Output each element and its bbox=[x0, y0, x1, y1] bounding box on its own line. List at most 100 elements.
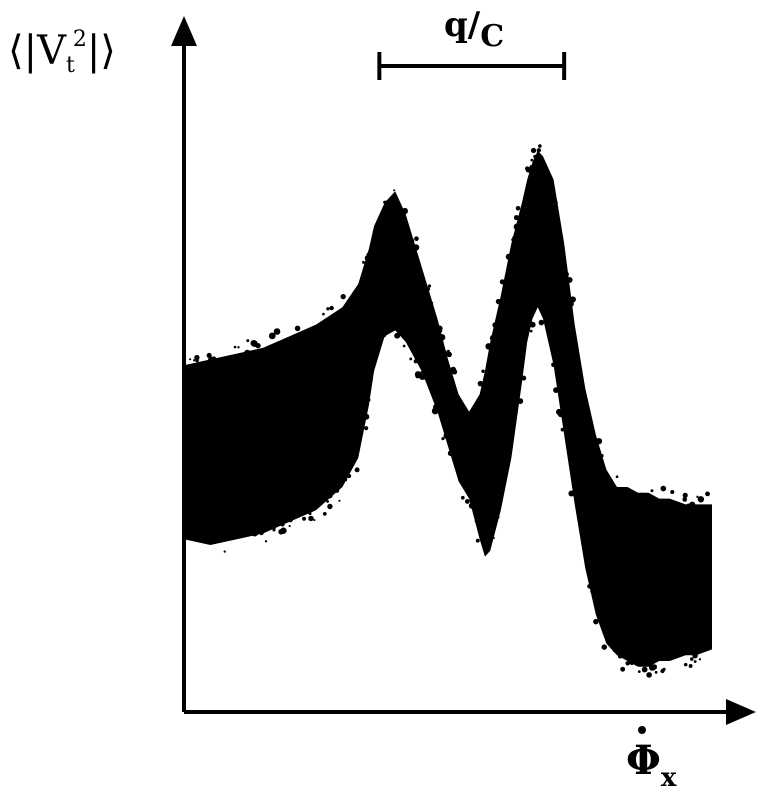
band-noise-speck bbox=[391, 202, 397, 207]
band-noise-speck bbox=[346, 473, 352, 479]
band-noise-speck bbox=[564, 271, 569, 277]
band-noise-speck bbox=[485, 541, 491, 547]
y-axis-label-left: ⟨|V bbox=[8, 28, 67, 74]
band-noise-speck bbox=[682, 492, 688, 498]
band-noise-speck bbox=[492, 322, 499, 329]
band-noise-speck bbox=[271, 519, 277, 526]
band-noise-speck bbox=[446, 349, 450, 353]
band-noise-speck bbox=[566, 277, 573, 283]
band-noise-speck bbox=[593, 618, 599, 625]
band-noise-speck bbox=[403, 335, 408, 340]
band-noise-speck bbox=[322, 512, 327, 516]
band-noise-speck bbox=[207, 359, 215, 367]
band-noise-speck bbox=[424, 371, 429, 376]
band-noise-speck bbox=[415, 372, 421, 379]
band-noise-speck bbox=[499, 279, 505, 285]
band-noise-speck bbox=[697, 496, 705, 503]
band-noise-speck bbox=[650, 489, 654, 493]
band-noise-speck bbox=[651, 499, 655, 503]
x-axis-label-phi: Φ bbox=[626, 737, 661, 784]
band-noise-speck bbox=[464, 499, 470, 504]
band-noise-speck bbox=[438, 334, 446, 341]
band-noise-speck bbox=[696, 495, 699, 499]
band-noise-speck bbox=[688, 664, 693, 668]
band-noise-speck bbox=[273, 328, 281, 335]
band-noise-speck bbox=[698, 512, 706, 519]
band-noise-speck bbox=[554, 371, 559, 375]
band-noise-speck bbox=[477, 380, 484, 387]
scale-bar-label-denominator: C bbox=[480, 19, 504, 54]
band-noise-speck bbox=[530, 147, 537, 154]
band-noise-speck bbox=[474, 519, 479, 524]
band-noise-speck bbox=[485, 343, 492, 350]
scale-bar-label-numerator: q bbox=[444, 5, 468, 45]
band-noise-speck bbox=[287, 516, 294, 523]
band-noise-speck bbox=[689, 501, 696, 508]
band-noise-speck bbox=[280, 522, 285, 527]
band-noise-speck bbox=[639, 492, 645, 499]
band-noise-speck bbox=[427, 284, 432, 288]
band-noise-speck bbox=[628, 658, 636, 665]
band-noise-speck bbox=[313, 519, 316, 522]
band-noise-speck bbox=[705, 491, 710, 497]
band-noise-speck bbox=[268, 332, 276, 340]
band-noise-speck bbox=[568, 490, 575, 497]
band-noise-speck bbox=[465, 410, 470, 414]
band-noise-speck bbox=[647, 500, 651, 504]
band-noise-speck bbox=[607, 635, 615, 643]
band-noise-speck bbox=[306, 329, 310, 333]
band-noise-speck bbox=[587, 584, 592, 589]
band-noise-speck bbox=[396, 198, 399, 201]
band-noise-speck bbox=[641, 666, 648, 673]
band-noise-speck bbox=[443, 432, 450, 439]
band-noise-speck bbox=[481, 369, 485, 373]
band-noise-speck bbox=[497, 516, 500, 519]
band-noise-speck bbox=[272, 352, 275, 355]
band-noise-speck bbox=[660, 485, 667, 492]
band-noise-speck bbox=[451, 369, 458, 375]
band-noise-speck bbox=[279, 347, 285, 353]
band-noise-speck bbox=[517, 398, 524, 405]
band-noise-speck bbox=[646, 672, 652, 678]
band-noise-speck bbox=[430, 301, 434, 305]
band-noise-speck bbox=[600, 454, 604, 458]
band-noise-speck bbox=[474, 401, 479, 405]
band-noise-speck bbox=[662, 667, 666, 671]
band-noise-speck bbox=[536, 148, 541, 153]
band-noise-speck bbox=[541, 307, 545, 311]
band-noise-speck bbox=[393, 189, 396, 192]
band-noise-speck bbox=[259, 530, 264, 536]
band-noise-speck bbox=[683, 506, 688, 511]
band-noise-speck bbox=[390, 323, 397, 329]
band-noise-speck bbox=[530, 158, 534, 162]
band-noise-speck bbox=[241, 359, 246, 364]
band-noise-speck bbox=[554, 200, 558, 205]
band-noise-speck bbox=[489, 334, 497, 342]
band-noise-speck bbox=[454, 457, 457, 461]
band-noise-speck bbox=[364, 426, 369, 431]
band-noise-speck bbox=[620, 488, 625, 493]
band-noise-speck bbox=[409, 343, 412, 346]
band-noise-speck bbox=[692, 652, 698, 659]
band-noise-speck bbox=[237, 346, 240, 349]
band-noise-speck bbox=[420, 371, 423, 374]
band-noise-speck bbox=[326, 307, 330, 311]
band-noise-speck bbox=[433, 403, 440, 411]
band-noise-speck bbox=[402, 207, 408, 214]
band-noise-speck bbox=[326, 499, 329, 503]
band-noise-speck bbox=[225, 362, 229, 366]
band-noise-speck bbox=[441, 437, 445, 441]
band-noise-speck bbox=[363, 413, 370, 420]
band-noise-speck bbox=[504, 277, 508, 280]
y-axis-label-subscript: t bbox=[66, 53, 75, 78]
band-noise-speck bbox=[612, 649, 616, 653]
band-noise-speck bbox=[340, 293, 346, 300]
band-noise-speck bbox=[271, 524, 277, 530]
band-noise-speck bbox=[625, 661, 630, 666]
band-noise-speck bbox=[308, 515, 314, 522]
band-noise-speck bbox=[553, 387, 559, 393]
y-axis-label-superscript: 2 bbox=[73, 27, 87, 52]
band-noise-speck bbox=[196, 535, 203, 541]
band-noise-speck bbox=[250, 339, 258, 347]
